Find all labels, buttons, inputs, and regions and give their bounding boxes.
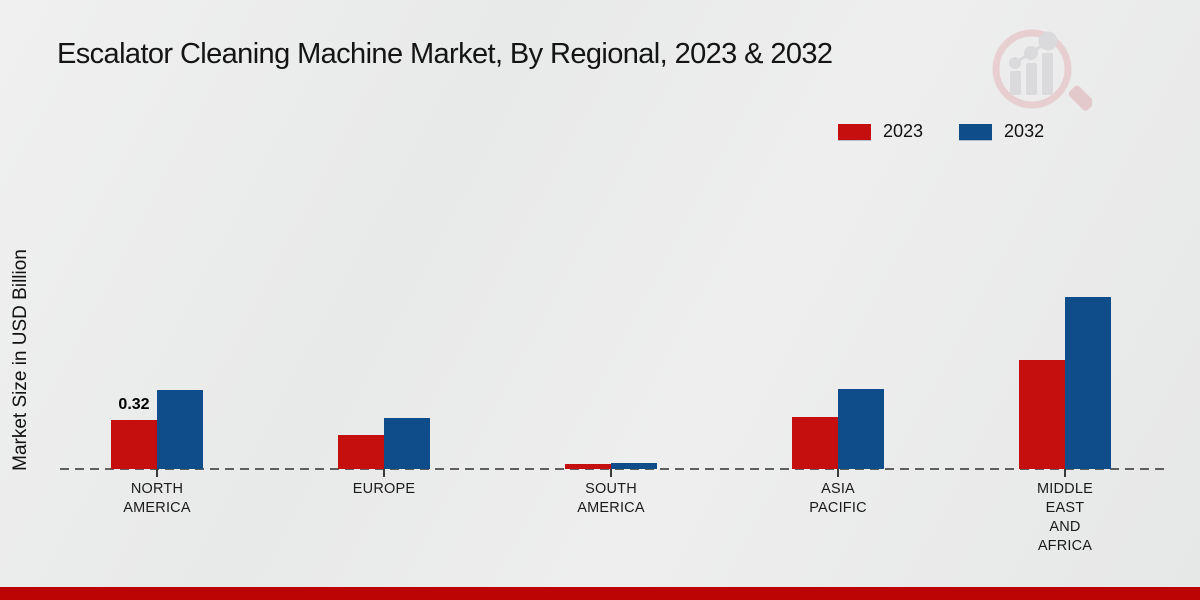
legend-item-2032: 2032 — [959, 121, 1044, 142]
legend: 2023 2032 — [838, 121, 1044, 142]
legend-swatch-2023 — [838, 123, 871, 140]
x-axis-baseline — [60, 468, 1165, 470]
bar-2032-asia-pacific — [838, 389, 884, 469]
legend-label-2023: 2023 — [883, 121, 924, 141]
axis-tick — [156, 469, 158, 477]
bar-2032-europe — [384, 418, 430, 469]
axis-tick — [837, 469, 839, 477]
bar-2023-south-america — [565, 464, 611, 469]
category-label: SOUTH AMERICA — [577, 481, 645, 516]
axis-tick — [610, 469, 612, 477]
bar-2023-north-america — [111, 420, 157, 469]
bar-2032-south-america — [611, 463, 657, 469]
footer-accent-band — [0, 587, 1200, 600]
chart-title: Escalator Cleaning Machine Market, By Re… — [57, 38, 833, 70]
bar-2023-asia-pacific — [792, 417, 838, 469]
legend-item-2023: 2023 — [838, 121, 923, 142]
category-label: EUROPE — [352, 481, 416, 497]
legend-label-2032: 2032 — [1004, 121, 1045, 141]
legend-swatch-2032 — [959, 123, 993, 140]
magnifier-bar-chart-logo-icon — [992, 29, 1092, 111]
bar-2032-middle-east-and-africa — [1065, 297, 1111, 469]
bar-2032-north-america — [157, 390, 203, 469]
category-label: NORTH AMERICA — [123, 481, 191, 516]
category-label: ASIA PACIFIC — [809, 481, 867, 516]
axis-tick — [383, 469, 385, 477]
data-label: 0.32 — [118, 395, 150, 413]
axis-tick — [1064, 469, 1066, 477]
bar-2023-middle-east-and-africa — [1019, 360, 1065, 469]
bar-2023-europe — [338, 435, 384, 469]
category-label: MIDDLE EAST AND AFRICA — [1037, 481, 1093, 554]
